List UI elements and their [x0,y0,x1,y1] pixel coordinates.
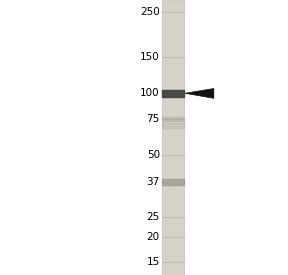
Text: 20: 20 [147,232,160,242]
Text: 50: 50 [147,150,160,160]
Text: 100: 100 [140,88,160,98]
Text: 250: 250 [140,7,160,17]
Text: 25: 25 [147,212,160,222]
Text: 75: 75 [147,114,160,124]
Bar [162,0,184,275]
Polygon shape [185,89,214,98]
Text: 37: 37 [147,177,160,187]
Text: 15: 15 [147,257,160,267]
Text: 150: 150 [140,52,160,62]
